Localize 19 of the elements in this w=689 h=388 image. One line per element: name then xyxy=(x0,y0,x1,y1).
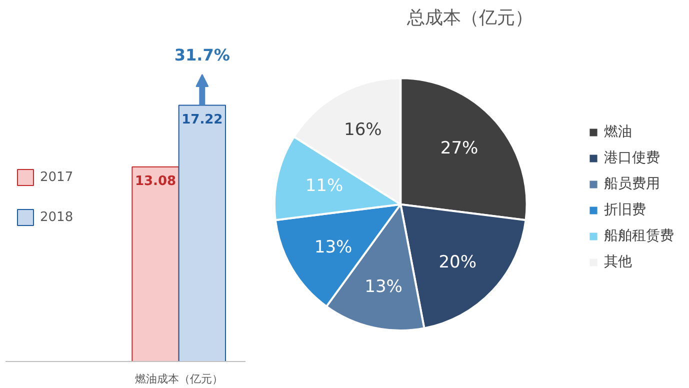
chart-title: 总成本（亿元） xyxy=(406,8,533,28)
data-label: 13% xyxy=(364,277,402,298)
data-label: 16% xyxy=(344,120,382,140)
data-label: 17.22 xyxy=(182,112,223,128)
legend-label: 2018 xyxy=(40,210,74,224)
legend-label: 折旧费 xyxy=(604,201,646,219)
legend-label: 船舶租赁费 xyxy=(604,227,674,245)
legend-label: 港口使费 xyxy=(604,149,660,167)
data-label: 20% xyxy=(438,252,477,272)
text: 31.7% xyxy=(174,45,230,64)
legend-label: 其他 xyxy=(604,253,632,271)
x-tick-label: 燃油成本（亿元） xyxy=(134,372,223,386)
legend-label: 2017 xyxy=(40,170,74,184)
data-label: 11% xyxy=(305,176,344,196)
data-label: 13.08 xyxy=(134,174,176,189)
legend-label: 燃油 xyxy=(604,123,632,141)
data-label: 13% xyxy=(314,237,352,258)
legend-label: 船员费用 xyxy=(604,175,660,193)
data-label: 27% xyxy=(440,138,478,158)
